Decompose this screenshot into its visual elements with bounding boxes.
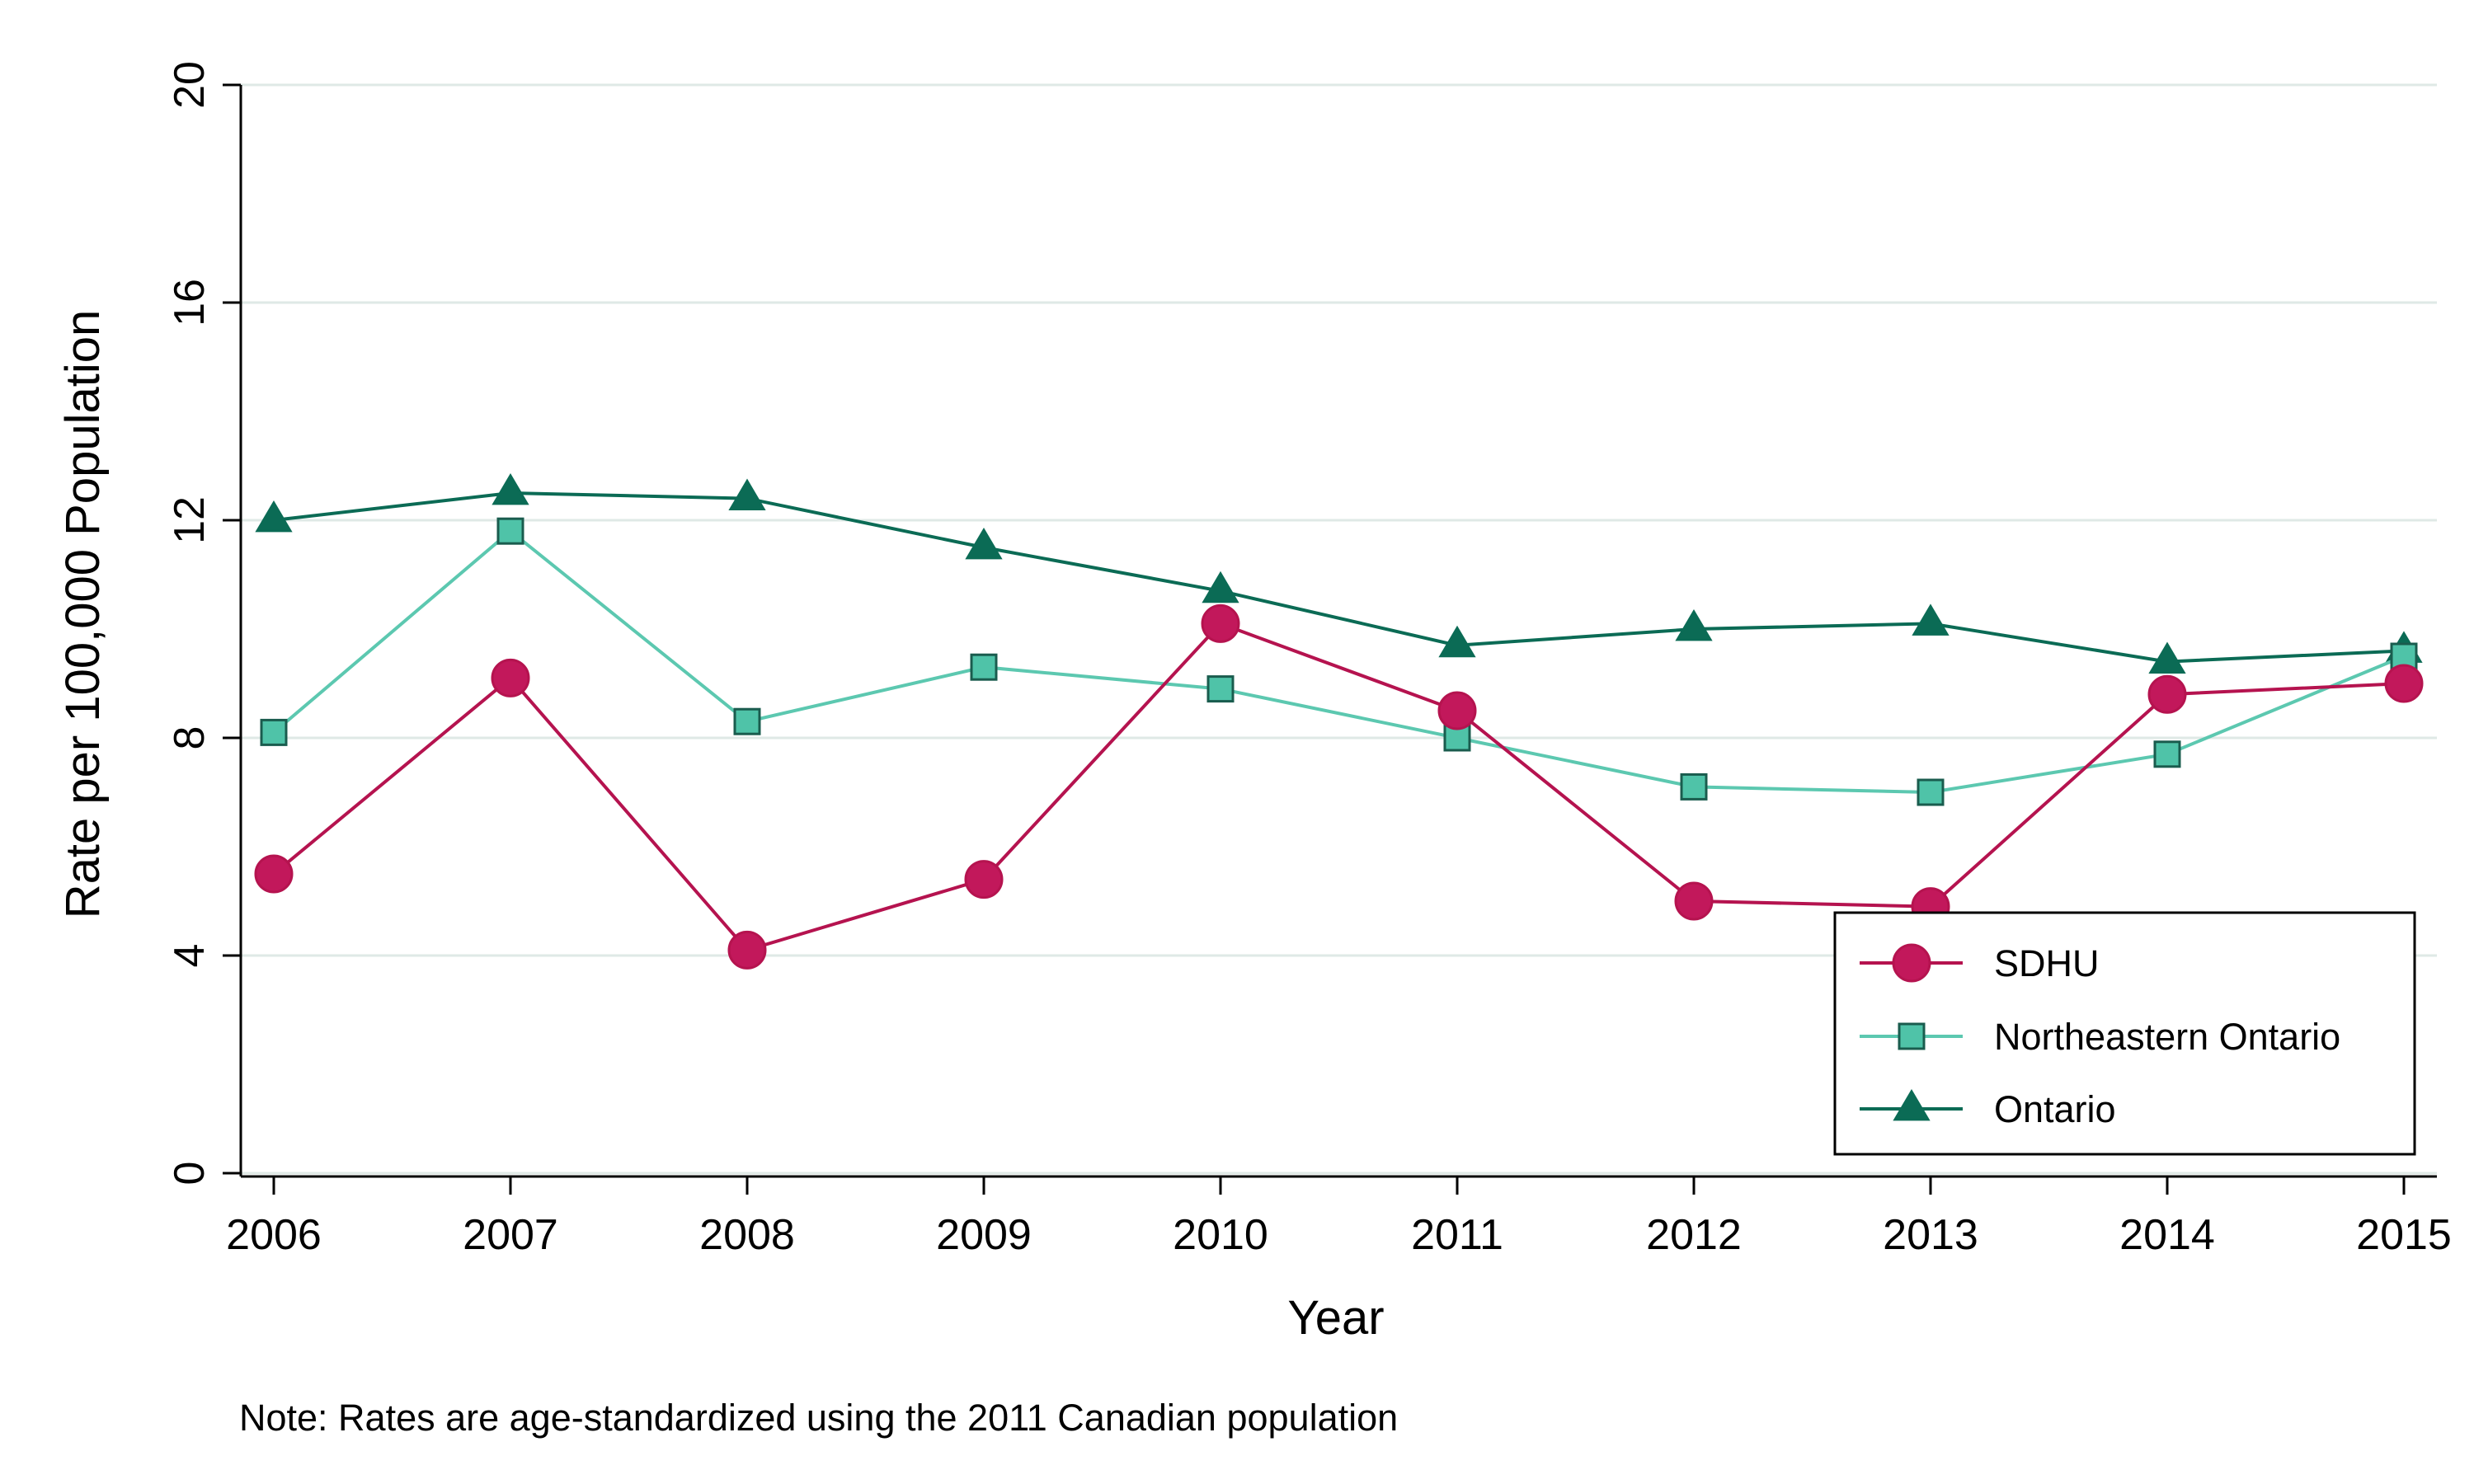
series-ontario: [255, 472, 2423, 674]
data-point-2006: [260, 718, 288, 746]
series-northeastern-ontario: [260, 517, 2418, 806]
legend-marker-circle: [1892, 943, 1931, 983]
series-sdhu: [254, 603, 2424, 970]
y-tick-label: 0: [166, 1162, 214, 1186]
x-tick-label: 2009: [936, 1211, 1032, 1259]
y-tick-label: 20: [166, 61, 214, 109]
x-tick-label: 2011: [1411, 1211, 1503, 1259]
chart-note: Note: Rates are age-standardized using t…: [239, 1397, 1398, 1439]
data-point-2012: [1680, 773, 1708, 801]
y-tick-label: 12: [166, 496, 214, 544]
x-tick-label: 2015: [2356, 1211, 2452, 1259]
legend-box: [1833, 911, 2416, 1156]
data-point-2013: [1917, 778, 1945, 806]
legend-marker-triangle: [1893, 1088, 1931, 1121]
data-point-2010: [1202, 571, 1239, 603]
data-point-2011: [1437, 691, 1477, 730]
legend-item: Ontario: [1860, 1088, 2116, 1130]
data-point-2007: [491, 658, 530, 697]
data-point-2008: [727, 930, 767, 970]
gridlines: [241, 83, 2437, 1175]
y-tick-label: 16: [166, 279, 214, 326]
x-axis-title: Year: [1287, 1291, 1384, 1345]
data-point-2009: [970, 653, 998, 681]
data-point-2009: [964, 860, 1004, 899]
x-tick-label: 2013: [1883, 1211, 1978, 1259]
legend-label: SDHU: [1994, 942, 2100, 984]
data-point-2015: [2384, 664, 2424, 703]
series-line: [272, 622, 2405, 952]
data-point-2007: [492, 472, 529, 505]
data-point-2014: [2148, 641, 2186, 674]
x-tick-label: 2006: [226, 1211, 322, 1259]
x-tick-label: 2010: [1173, 1211, 1268, 1259]
data-point-2012: [1675, 608, 1713, 641]
data-point-2014: [2147, 674, 2187, 714]
series-layer: [254, 472, 2424, 970]
y-tick-label: 4: [166, 944, 214, 968]
x-tick-label: 2007: [463, 1211, 558, 1259]
legend: SDHU Northeastern Ontario Ontario: [1833, 911, 2416, 1156]
x-tick-label: 2014: [2119, 1211, 2215, 1259]
series-line: [273, 491, 2405, 664]
data-point-2007: [496, 517, 524, 545]
series-line: [272, 528, 2405, 795]
y-axis-title: Rate per 100,000 Population: [56, 310, 110, 918]
data-point-2012: [1674, 881, 1714, 921]
data-point-2013: [1912, 603, 1950, 636]
data-point-2006: [254, 854, 294, 894]
data-point-2014: [2153, 740, 2181, 768]
data-point-2010: [1201, 603, 1240, 643]
axes: 0 4 8 12 16 20 2006 2007 2008 2009 2010 2011 2012 201…: [166, 61, 2452, 1259]
legend-label: Ontario: [1994, 1088, 2116, 1130]
data-point-2008: [728, 478, 766, 511]
y-tick-label: 8: [166, 726, 214, 750]
data-point-2009: [965, 527, 1003, 560]
legend-item: Northeastern Ontario: [1860, 1016, 2340, 1058]
legend-label: Northeastern Ontario: [1994, 1016, 2340, 1058]
legend-item: SDHU: [1860, 942, 2100, 984]
data-point-2006: [255, 500, 293, 533]
data-point-2010: [1206, 675, 1235, 703]
x-tick-label: 2008: [699, 1211, 795, 1259]
x-tick-label: 2012: [1646, 1211, 1742, 1259]
legend-marker-square: [1898, 1022, 1926, 1050]
data-point-2011: [1438, 625, 1476, 658]
data-point-2008: [733, 707, 761, 735]
